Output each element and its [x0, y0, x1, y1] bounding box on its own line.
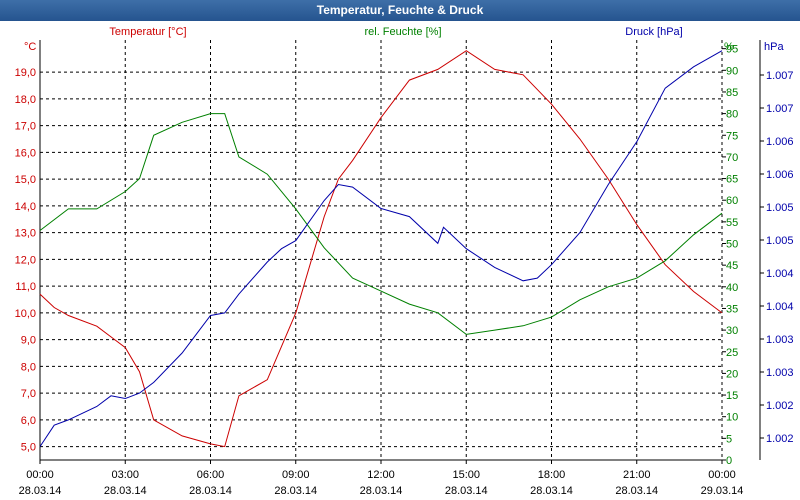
pressure-tick-label: 1.006	[766, 136, 794, 148]
x-tick-date: 29.03.14	[701, 485, 744, 497]
humidity-tick-label: 70	[726, 152, 738, 164]
x-tick-date: 28.03.14	[104, 485, 147, 497]
x-tick-date: 28.03.14	[189, 485, 232, 497]
humidity-tick-label: 45	[726, 260, 738, 272]
x-tick-time: 15:00	[452, 469, 480, 481]
pressure-tick-label: 1.002	[766, 433, 794, 445]
temp-tick-label: 13,0	[15, 228, 36, 240]
x-tick-date: 28.03.14	[360, 485, 403, 497]
temp-tick-label: 7,0	[21, 388, 36, 400]
x-tick-date: 28.03.14	[615, 485, 658, 497]
humidity-tick-label: 75	[726, 130, 738, 142]
x-tick-time: 03:00	[111, 469, 139, 481]
x-tick-date: 28.03.14	[19, 485, 62, 497]
temp-tick-label: 6,0	[21, 415, 36, 427]
pressure-tick-label: 1.007	[766, 70, 794, 82]
temp-axis-label: Temperatur [°C]	[109, 26, 186, 38]
x-tick-date: 28.03.14	[274, 485, 317, 497]
humidity-tick-label: 15	[726, 390, 738, 402]
temp-tick-label: 14,0	[15, 201, 36, 213]
pressure-unit-label: hPa	[764, 41, 784, 53]
temp-tick-label: 17,0	[15, 121, 36, 133]
temp-tick-label: 8,0	[21, 361, 36, 373]
pressure-tick-label: 1.004	[766, 301, 794, 313]
pressure-tick-label: 1.007	[766, 103, 794, 115]
temp-tick-label: 18,0	[15, 94, 36, 106]
pressure-axis-label: Druck [hPa]	[625, 26, 682, 38]
humidity-tick-label: 80	[726, 109, 738, 121]
grid-lines	[40, 40, 723, 460]
pressure-tick-label: 1.003	[766, 334, 794, 346]
temp-unit-label: °C	[24, 41, 36, 53]
humidity-tick-label: 0	[726, 455, 732, 467]
humidity-tick-label: 55	[726, 217, 738, 229]
temp-tick-label: 5,0	[21, 442, 36, 454]
humidity-tick-label: 90	[726, 65, 738, 77]
humidity-tick-label: 60	[726, 195, 738, 207]
chart-svg: °C Temperatur [°C] rel. Feuchte [%] Druc…	[15, 26, 794, 497]
humidity-tick-label: 5	[726, 433, 732, 445]
x-tick-time: 09:00	[282, 469, 310, 481]
humidity-tick-label: 25	[726, 347, 738, 359]
pressure-tick-label: 1.003	[766, 367, 794, 379]
x-tick-time: 00:00	[708, 469, 736, 481]
temp-tick-label: 12,0	[15, 254, 36, 266]
temp-tick-label: 11,0	[15, 281, 36, 293]
x-tick-time: 06:00	[197, 469, 225, 481]
temp-tick-label: 10,0	[15, 308, 36, 320]
humidity-tick-label: 10	[726, 412, 738, 424]
pressure-series-line	[39, 50, 723, 447]
temp-tick-label: 9,0	[21, 335, 36, 347]
pressure-tick-label: 1.006	[766, 169, 794, 181]
x-tick-date: 28.03.14	[530, 485, 573, 497]
humidity-tick-label: 95	[726, 44, 738, 56]
x-tick-time: 00:00	[26, 469, 54, 481]
humidity-unit-label: %	[724, 41, 734, 53]
humidity-series-line	[39, 113, 723, 335]
temp-tick-label: 16,0	[15, 147, 36, 159]
temperature-series-line	[39, 50, 723, 448]
temp-tick-label: 15,0	[15, 174, 36, 186]
humidity-tick-label: 40	[726, 282, 738, 294]
temp-tick-label: 19,0	[15, 67, 36, 79]
pressure-tick-label: 1.005	[766, 202, 794, 214]
humidity-tick-label: 20	[726, 368, 738, 380]
humidity-tick-label: 50	[726, 239, 738, 251]
x-tick-date: 28.03.14	[445, 485, 488, 497]
x-tick-time: 18:00	[538, 469, 566, 481]
pressure-tick-label: 1.005	[766, 235, 794, 247]
humidity-tick-label: 30	[726, 325, 738, 337]
chart-title: Temperatur, Feuchte & Druck	[0, 0, 800, 21]
humidity-tick-label: 35	[726, 303, 738, 315]
humidity-axis-label: rel. Feuchte [%]	[364, 26, 441, 38]
humidity-tick-label: 65	[726, 174, 738, 186]
humidity-tick-label: 85	[726, 87, 738, 99]
x-tick-time: 12:00	[367, 469, 395, 481]
pressure-tick-label: 1.004	[766, 268, 794, 280]
x-tick-time: 21:00	[623, 469, 651, 481]
pressure-tick-label: 1.002	[766, 400, 794, 412]
